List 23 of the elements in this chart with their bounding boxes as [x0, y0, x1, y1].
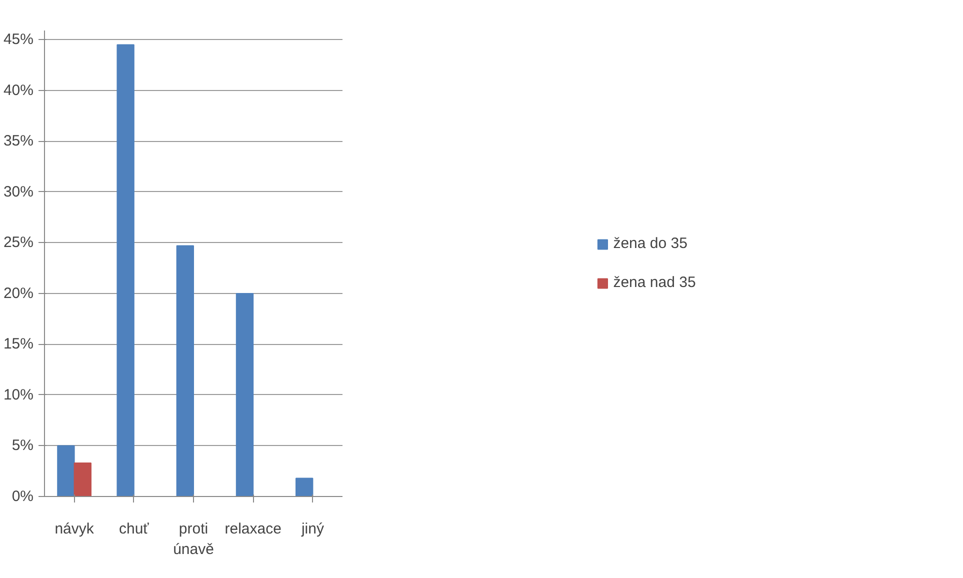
- x-tick-label: návyk: [54, 520, 94, 538]
- y-tick-label: 10%: [3, 386, 34, 404]
- legend-label: žena nad 35: [613, 274, 696, 291]
- legend-label: žena do 35: [613, 235, 688, 252]
- bar: [236, 292, 254, 496]
- x-tick-label: chuť: [118, 520, 150, 538]
- x-tick-label: jiný: [300, 520, 324, 538]
- y-tick-label: 0%: [12, 488, 34, 505]
- x-tick-label: proti únavě: [173, 520, 214, 558]
- y-tick-label: 35%: [3, 132, 34, 150]
- y-tick-label: 20%: [3, 284, 34, 302]
- y-tick-label: 15%: [3, 336, 34, 353]
- bar: [176, 245, 194, 496]
- bar: [57, 445, 75, 496]
- x-tick-label: relaxace: [224, 520, 282, 538]
- y-tick-label: 40%: [3, 82, 34, 99]
- bar: [116, 44, 134, 496]
- y-tick-label: 25%: [3, 234, 34, 252]
- y-tick-label: 45%: [3, 31, 34, 48]
- bar: [296, 478, 314, 496]
- y-tick-label: 30%: [3, 183, 34, 200]
- bar: [74, 462, 92, 496]
- y-tick-label: 5%: [12, 437, 34, 454]
